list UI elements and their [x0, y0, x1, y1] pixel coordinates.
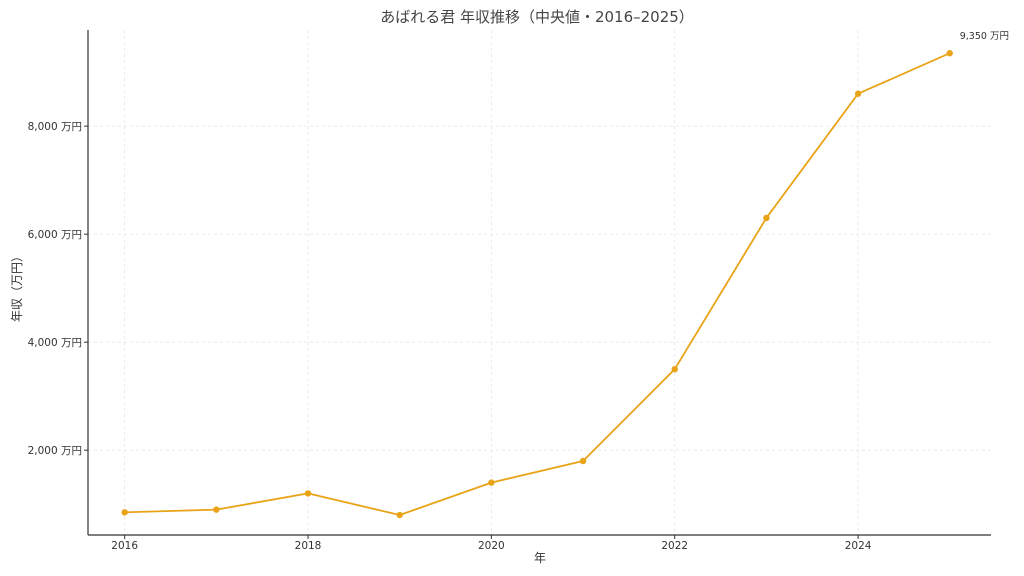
data-label: 9,350 万円 [960, 31, 1009, 42]
grid-layer [88, 30, 991, 535]
axes-layer [87, 30, 991, 536]
annotation-layer: 9,350 万円 [960, 31, 1009, 42]
y-tick-label: 2,000 万円 [28, 445, 82, 457]
y-tick-label: 8,000 万円 [28, 121, 82, 133]
x-tick-label: 2024 [845, 540, 872, 552]
data-point [671, 365, 678, 373]
series-line [124, 52, 951, 516]
data-point [396, 511, 403, 519]
data-point [763, 214, 770, 222]
data-point [213, 506, 220, 513]
chart-title: あばれる君 年収推移（中央値・2016–2025） [380, 8, 694, 26]
data-point [946, 50, 953, 57]
series-layer [121, 50, 953, 519]
data-point [488, 479, 495, 486]
data-point [304, 490, 312, 497]
x-axis-label: 年 [534, 551, 546, 565]
x-tick-label: 2018 [295, 540, 322, 552]
x-tick-label: 2016 [111, 540, 138, 552]
data-point [579, 457, 587, 465]
x-tick-label: 2022 [661, 540, 688, 552]
data-point [854, 90, 862, 97]
y-tick-label: 6,000 万円 [28, 229, 82, 241]
x-tick-label: 2020 [478, 540, 505, 552]
data-point [121, 509, 128, 516]
ticks-layer: 2016 2018 2020 2022 2024 2,000 万円 4,000 万円 6,00… [28, 121, 872, 552]
y-axis-label: 年収（万円） [10, 250, 24, 322]
y-tick-label: 4,000 万円 [28, 337, 82, 349]
